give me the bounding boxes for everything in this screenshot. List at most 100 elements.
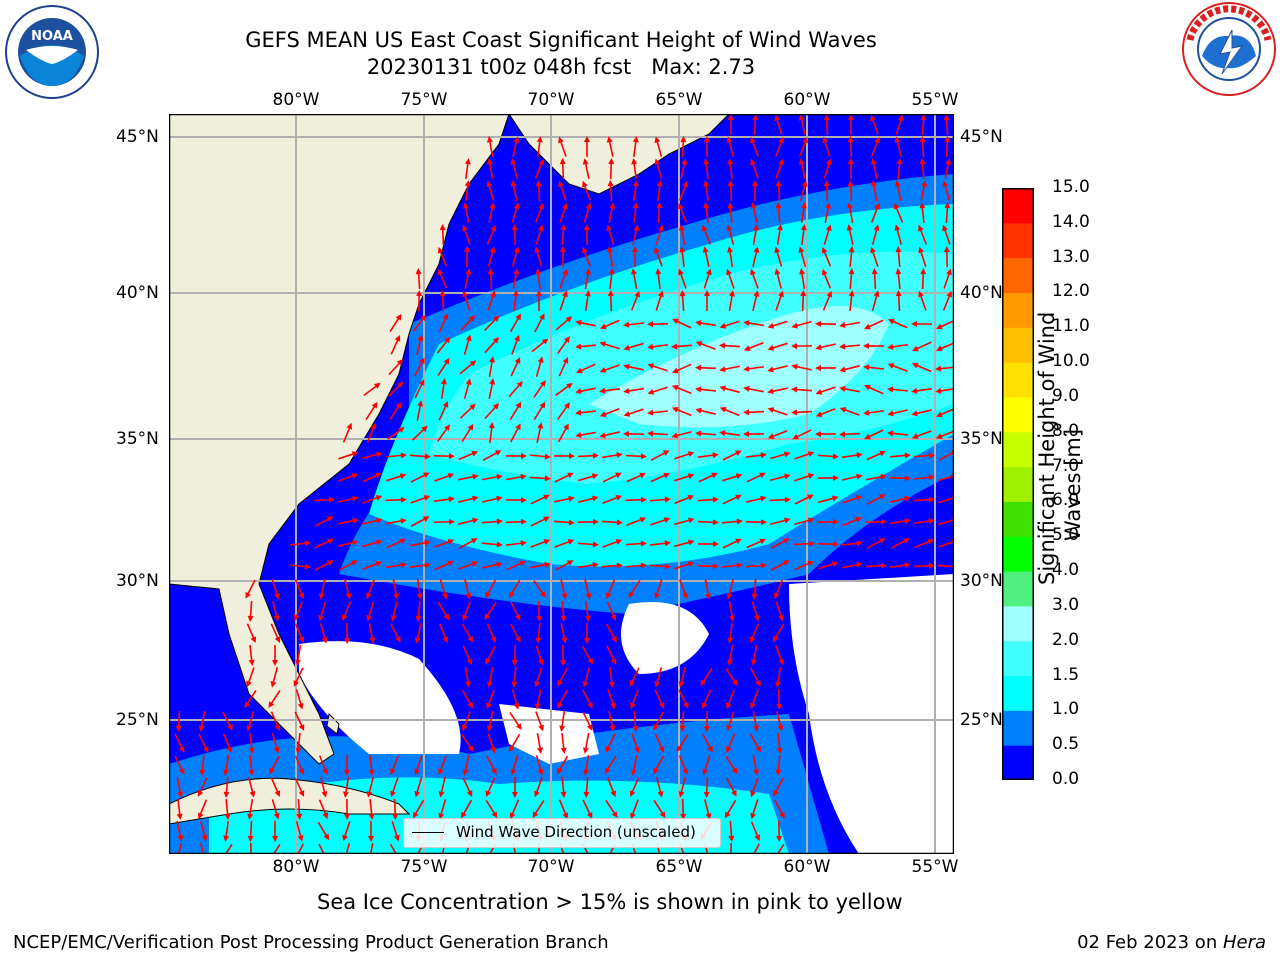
wave-arrow-head [823, 114, 830, 121]
wave-arrow-head [776, 224, 783, 231]
wave-arrow-head [415, 615, 422, 622]
wave-arrow [655, 139, 663, 157]
wave-arrow-head [352, 495, 359, 502]
colorbar-tick: 14.0 [1052, 211, 1090, 232]
wave-arrow-head [511, 659, 518, 666]
wave-arrow [609, 292, 613, 312]
wave-arrow-head [911, 387, 918, 394]
wave-arrow [294, 667, 304, 685]
wave-arrow [362, 453, 380, 459]
wave-arrow-head [490, 290, 496, 298]
wave-arrow-head [782, 538, 790, 544]
wave-arrow [462, 777, 472, 795]
wave-arrow-head [513, 136, 520, 143]
wave-arrow [601, 520, 621, 524]
wave-arrow-head [760, 452, 767, 459]
wave-arrow [414, 359, 424, 377]
wave-arrow-head [298, 724, 305, 731]
wave-arrow-head [815, 320, 822, 327]
wave-arrow [487, 183, 495, 201]
wave-arrow [319, 601, 327, 619]
wave-arrow-head [575, 409, 582, 416]
wave-arrow-head [640, 562, 647, 569]
wave-arrow-head [887, 386, 894, 393]
wave-arrow-head [606, 136, 613, 143]
wave-arrow-head [911, 433, 919, 439]
wave-arrow-head [246, 724, 253, 732]
wave-arrow-head [753, 725, 760, 732]
wave-arrow-head [894, 136, 901, 143]
wave-arrow-head [513, 268, 520, 275]
wave-height-map[interactable] [169, 114, 954, 854]
wave-direction-arrows [174, 114, 954, 854]
wave-arrow-head [489, 202, 496, 209]
wave-arrow-head [822, 268, 828, 276]
wave-arrow-head [832, 474, 839, 481]
wave-arrow-head [802, 136, 808, 144]
wave-arrow [770, 474, 788, 482]
wave-arrow-head [508, 745, 515, 753]
wave-arrow [697, 432, 717, 436]
wave-arrow [558, 799, 568, 817]
wave-arrow [841, 432, 861, 436]
wave-arrow-head [695, 320, 702, 327]
wave-arrow [677, 733, 689, 751]
colorbar-tick: 0.0 [1052, 769, 1080, 789]
wave-arrow [438, 315, 448, 333]
wave-arrow [818, 496, 836, 504]
wave-arrow-head [375, 495, 383, 501]
wave-arrow [535, 777, 543, 795]
wave-arrow [601, 453, 621, 459]
wave-arrow-head [655, 268, 662, 275]
wave-arrow [871, 293, 879, 311]
wave-arrow-head [807, 517, 815, 524]
wave-arrow-head [944, 136, 951, 143]
wave-arrow-head [863, 364, 870, 371]
wave-arrow [533, 580, 545, 596]
wave-arrow [417, 578, 421, 598]
wave-arrow-head [736, 562, 743, 569]
wave-arrow-head [565, 316, 573, 323]
wave-arrow-head [489, 378, 496, 385]
wave-arrow [609, 270, 613, 290]
wave-arrow-head [863, 342, 870, 349]
wave-arrow-head [585, 202, 592, 210]
wave-arrow-head [815, 389, 823, 395]
wave-arrow-head [271, 659, 278, 666]
wave-arrow [459, 361, 475, 375]
wave-arrow-head [623, 344, 631, 351]
wave-arrow [482, 450, 500, 462]
wave-arrow-head [562, 290, 568, 298]
wave-arrow-head [904, 518, 911, 525]
wave-arrow-head [727, 114, 734, 121]
wave-arrow-head [705, 593, 712, 600]
wave-arrow-head [870, 180, 877, 187]
wave-arrow-head [537, 768, 544, 776]
wave-arrow-head [414, 790, 421, 798]
colorbar-label-line1: Significant Height of Wind [1035, 311, 1059, 585]
wave-arrow-head [375, 561, 383, 567]
wave-arrow-head [566, 560, 574, 566]
wave-arrow-head [831, 561, 839, 568]
wave-arrow [558, 667, 568, 685]
wave-arrow-head [832, 518, 839, 525]
wave-arrow [896, 183, 902, 201]
wave-arrow [462, 711, 472, 729]
wave-arrow-head [487, 268, 494, 275]
wave-arrow-head [513, 202, 520, 210]
wave-arrow-head [541, 338, 549, 345]
wave-arrow-head [543, 494, 550, 501]
wave-arrow-head [417, 334, 424, 341]
wave-arrow-head [936, 323, 943, 330]
wave-arrow [320, 777, 326, 795]
wave-arrow [919, 293, 927, 311]
wave-arrow-head [393, 834, 400, 842]
wave-arrow-head [298, 790, 305, 797]
wave-arrow-head [471, 561, 479, 567]
wave-arrow-head [563, 336, 570, 343]
wave-arrow-head [750, 659, 757, 666]
wave-arrow-head [485, 790, 492, 797]
wave-arrow-head [664, 540, 671, 547]
wave-arrow [415, 777, 423, 795]
wave-arrow-head [799, 268, 806, 275]
